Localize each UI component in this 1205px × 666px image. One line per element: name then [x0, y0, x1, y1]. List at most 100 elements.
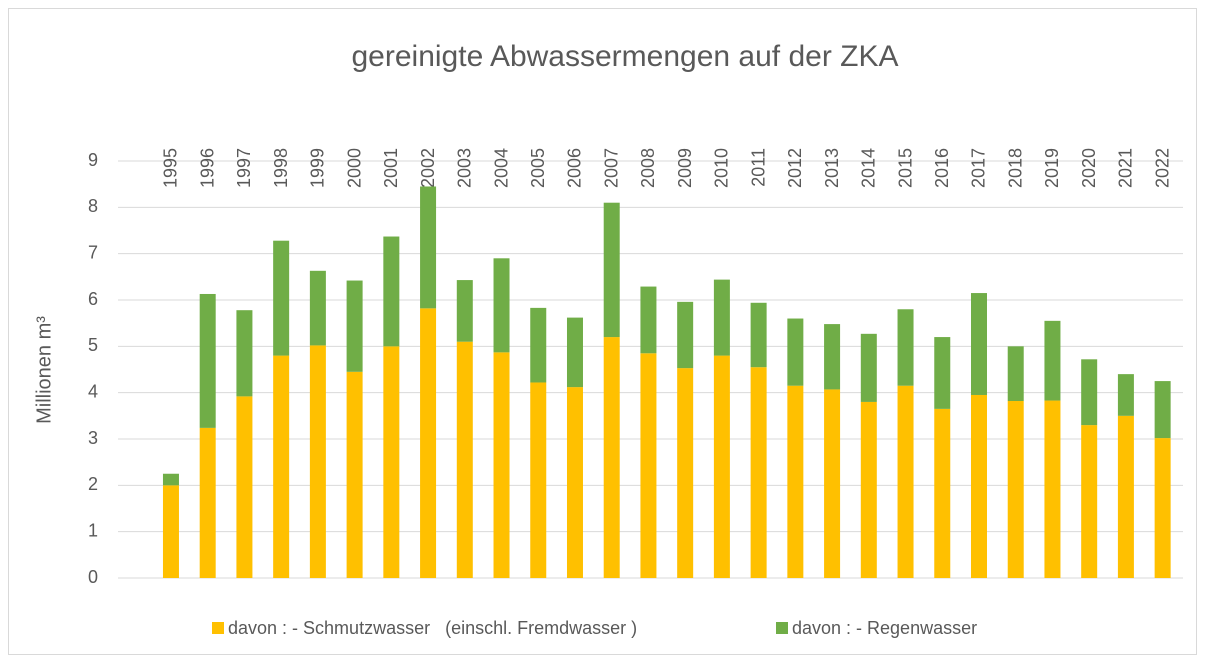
bar-segment [677, 301, 694, 369]
chart-title: gereinigte Abwassermengen auf der ZKA [352, 40, 899, 73]
x-tick-label: 2002 [418, 148, 438, 188]
x-tick-label: 2011 [748, 148, 768, 187]
bar-segment [713, 355, 730, 578]
bar-segment [1081, 359, 1098, 426]
bar-segment [713, 279, 730, 356]
bar-segment [824, 389, 841, 578]
bar-segment [860, 401, 877, 578]
y-tick-label: 2 [88, 474, 98, 494]
bar-segment [640, 286, 657, 354]
bar-segment [1044, 320, 1061, 401]
bar-segment [162, 473, 179, 486]
bar-segment [309, 270, 326, 346]
bar-segment [860, 333, 877, 402]
bar-segment [346, 371, 363, 578]
y-tick-label: 3 [88, 428, 98, 448]
bar-segment [493, 352, 510, 578]
legend-swatch [776, 622, 788, 634]
bar-segment [420, 308, 437, 578]
bar-segment [309, 345, 326, 578]
bar-segment [383, 346, 400, 578]
bar-segment [970, 293, 987, 395]
y-tick-label: 5 [88, 335, 98, 355]
x-tick-label: 1997 [234, 148, 254, 188]
x-tick-label: 2020 [1079, 148, 1099, 188]
x-tick-label: 2022 [1152, 148, 1172, 188]
bar-segment [603, 202, 620, 338]
x-tick-label: 1995 [161, 148, 181, 188]
bar-segment [530, 307, 547, 383]
legend-swatch [212, 622, 224, 634]
bar-segment [1154, 438, 1171, 578]
bar-segment [346, 280, 363, 372]
x-tick-label: 2007 [601, 148, 621, 188]
x-tick-label: 2013 [822, 148, 842, 188]
x-tick-label: 2021 [1116, 148, 1136, 188]
bar-segment [566, 317, 583, 388]
y-tick-label: 1 [88, 520, 98, 540]
bar-segment [1044, 400, 1061, 578]
y-axis-label: Millionen m³ [33, 316, 55, 424]
bar-segment [1007, 401, 1024, 578]
bar-segment [456, 341, 473, 578]
bar-segment [640, 353, 657, 578]
x-tick-label: 2014 [859, 148, 879, 188]
x-tick-label: 1998 [271, 148, 291, 188]
x-tick-label: 2001 [381, 148, 401, 188]
bar-segment [603, 337, 620, 578]
x-tick-label: 2008 [638, 148, 658, 188]
x-tick-label: 2006 [565, 148, 585, 188]
x-tick-label: 2005 [528, 148, 548, 188]
y-tick-label: 9 [88, 150, 98, 170]
x-tick-label: 2019 [1042, 148, 1062, 188]
x-tick-label: 1999 [308, 148, 328, 188]
y-tick-label: 0 [88, 567, 98, 587]
bar-segment [1081, 425, 1098, 578]
bar-segment [970, 394, 987, 578]
bar-segment [1117, 415, 1134, 578]
x-tick-label: 2018 [1005, 148, 1025, 188]
bar-segment [1007, 346, 1024, 402]
x-tick-label: 2015 [895, 148, 915, 188]
bar-segment [199, 293, 216, 428]
bar-segment [420, 186, 437, 309]
x-tick-label: 1996 [197, 148, 217, 188]
bar-segment [824, 324, 841, 390]
legend-label: davon : - Regenwasser [792, 618, 977, 638]
bar-segment [897, 385, 914, 578]
bar-segment [199, 427, 216, 578]
x-tick-label: 2016 [932, 148, 952, 188]
bar-segment [493, 258, 510, 353]
x-tick-label: 2003 [455, 148, 475, 188]
bar-segment [530, 382, 547, 578]
bar-segment [934, 408, 951, 578]
y-tick-label: 7 [88, 242, 98, 262]
bar-segment [787, 385, 804, 578]
y-tick-label: 6 [88, 289, 98, 309]
bar-segment [273, 240, 290, 356]
bar-segment [1117, 374, 1134, 416]
y-tick-label: 8 [88, 196, 98, 216]
bar-segment [566, 387, 583, 578]
bar-segment [456, 280, 473, 342]
x-tick-label: 2017 [969, 148, 989, 188]
x-tick-label: 2009 [675, 148, 695, 188]
bar-segment [236, 396, 253, 578]
bar-segment [677, 368, 694, 578]
bar-segment [1154, 381, 1171, 439]
bar-segment [750, 302, 767, 368]
legend-label: davon : - Schmutzwasser (einschl. Fremdw… [228, 618, 637, 638]
x-tick-label: 2000 [344, 148, 364, 188]
bar-segment [236, 310, 253, 397]
bar-segment [897, 309, 914, 386]
x-tick-label: 2004 [491, 148, 511, 188]
x-tick-label: 2010 [712, 148, 732, 188]
bar-segment [750, 367, 767, 578]
bar-segment [273, 355, 290, 578]
y-tick-label: 4 [88, 381, 98, 401]
bar-segment [934, 337, 951, 409]
bar-segment [787, 318, 804, 386]
bar-segment [383, 236, 400, 347]
x-tick-label: 2012 [785, 148, 805, 188]
